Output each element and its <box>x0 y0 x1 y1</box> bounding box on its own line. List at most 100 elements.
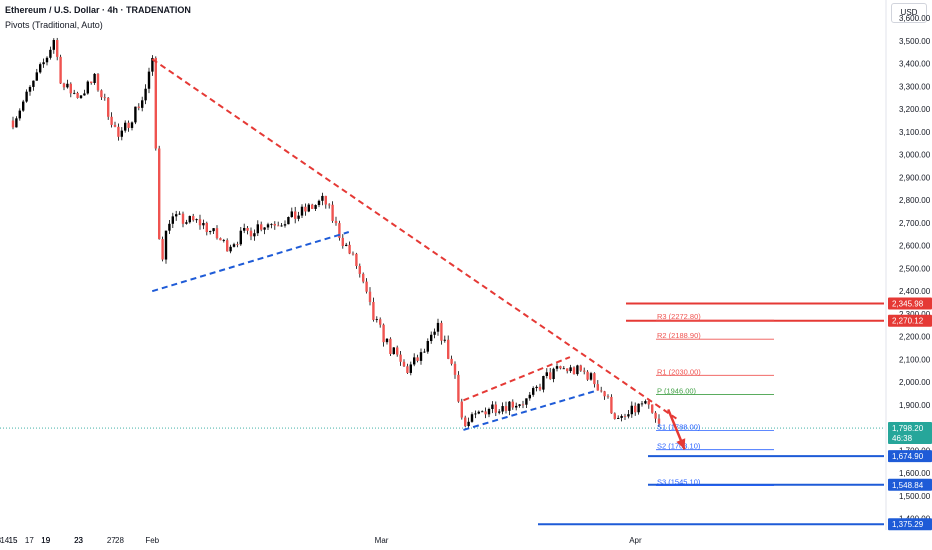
indicator-legend[interactable]: Pivots (Traditional, Auto) <box>5 20 103 30</box>
candle-body <box>62 83 66 88</box>
candle-body <box>317 200 321 206</box>
candle-body <box>198 219 202 226</box>
candle-body <box>307 204 310 212</box>
candle-body <box>606 396 610 398</box>
x-tick-label: 17 <box>25 536 34 545</box>
candle-body <box>161 239 164 260</box>
candle-body <box>521 404 525 406</box>
candle-body <box>195 219 198 221</box>
candle-body <box>311 204 314 209</box>
candle-body <box>15 118 18 128</box>
candle-body <box>226 240 229 252</box>
y-tick-label: 2,000.00 <box>899 378 931 387</box>
candle-body <box>283 224 287 226</box>
candle-body <box>83 93 86 96</box>
y-tick-label: 2,900.00 <box>899 173 931 182</box>
candle-body <box>351 253 355 255</box>
candle-body <box>358 265 361 274</box>
candle-body <box>249 230 253 237</box>
candle-body <box>630 405 633 415</box>
candle-body <box>613 413 616 419</box>
candle-body <box>647 401 650 405</box>
candle-body <box>270 223 273 225</box>
y-tick-label: 2,800.00 <box>899 196 931 205</box>
candle-body <box>25 91 28 102</box>
candle-body <box>644 401 647 404</box>
candle-body <box>192 216 195 221</box>
candle-body <box>481 411 484 413</box>
candle-body <box>229 246 232 252</box>
candle-body <box>586 371 589 380</box>
candle-body <box>300 206 304 216</box>
y-tick-label: 2,700.00 <box>899 219 931 228</box>
candle-body <box>402 361 406 367</box>
y-tick-label: 2,600.00 <box>899 242 931 251</box>
currency-button[interactable]: USD <box>891 3 927 23</box>
candle-body <box>518 404 521 406</box>
candle-body <box>73 92 76 94</box>
y-tick-label: 3,600.00 <box>899 14 931 23</box>
candle-body <box>501 406 504 412</box>
resistance-price-tag <box>888 314 932 327</box>
candle-body <box>181 213 185 224</box>
candle-body <box>324 195 327 205</box>
candle-body <box>419 352 423 361</box>
resistance-price-label: 2,270.12 <box>892 317 924 326</box>
candle-body <box>22 101 25 111</box>
y-tick-label: 2,200.00 <box>899 333 931 342</box>
candle-body <box>651 404 654 413</box>
candle-body <box>345 244 348 246</box>
candle-body <box>280 225 283 227</box>
candle-body <box>464 417 467 427</box>
candle-body <box>477 411 480 414</box>
candle-body <box>164 230 168 260</box>
candle-body <box>484 411 487 415</box>
candle-body <box>498 411 501 413</box>
candle-body <box>572 367 576 375</box>
candle-body <box>100 90 103 98</box>
candle-body <box>542 375 545 390</box>
candle-body <box>45 57 49 63</box>
x-tick-label: 13 <box>0 536 2 545</box>
x-tick-label: Mar <box>375 536 389 545</box>
candle-body <box>379 319 382 325</box>
y-tick-label: 3,400.00 <box>899 60 931 69</box>
candle-body <box>385 338 389 343</box>
candle-body <box>416 357 419 361</box>
candle-body <box>175 214 178 217</box>
candle-body <box>69 83 72 94</box>
support-price-label: 1,548.84 <box>892 481 924 490</box>
candle-body <box>113 124 117 127</box>
candle-body <box>583 370 586 372</box>
candle-body <box>11 120 15 128</box>
x-tick-label: 19 <box>41 536 50 545</box>
candle-body <box>96 73 100 91</box>
candle-body <box>368 291 372 302</box>
y-tick-label: 3,300.00 <box>899 82 931 91</box>
candle-body <box>42 62 45 65</box>
candle-body <box>263 227 266 230</box>
candle-body <box>59 56 62 84</box>
candle-body <box>450 358 453 364</box>
candle-body <box>515 405 518 408</box>
candle-body <box>127 122 130 128</box>
candle-body <box>392 347 395 355</box>
candle-body <box>566 368 569 372</box>
candle-body <box>338 223 341 238</box>
candle-body <box>396 347 399 355</box>
y-tick-label: 1,500.00 <box>899 492 931 501</box>
candle-body <box>433 331 436 335</box>
x-tick-label: 23 <box>74 536 83 545</box>
candle-body <box>525 398 528 405</box>
candle-body <box>447 339 450 359</box>
candle-body <box>18 110 21 119</box>
candle-body <box>185 222 188 224</box>
candle-body <box>528 394 531 399</box>
candle-body <box>93 73 96 83</box>
candle-body <box>504 406 508 411</box>
candle-body <box>158 148 161 240</box>
candle-body <box>39 64 42 73</box>
candle-body <box>151 57 154 72</box>
candle-body <box>294 211 297 219</box>
